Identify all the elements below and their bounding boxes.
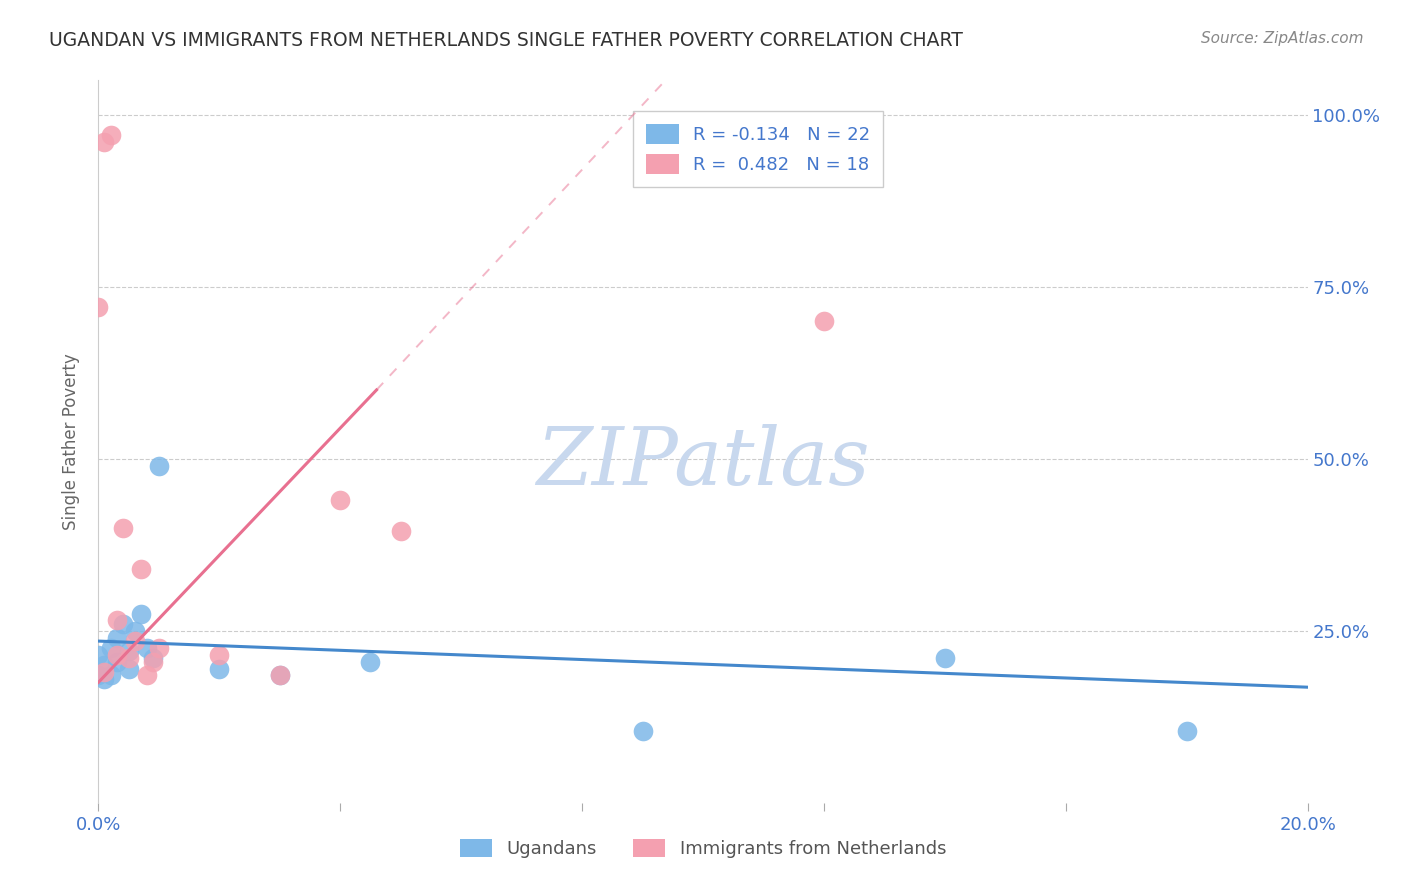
Point bbox=[208, 648, 231, 662]
Point bbox=[100, 128, 122, 143]
Point bbox=[129, 607, 152, 621]
Point bbox=[360, 655, 382, 669]
Point bbox=[208, 662, 231, 676]
Point bbox=[105, 655, 128, 669]
Text: ZIPatlas: ZIPatlas bbox=[536, 425, 870, 502]
Point bbox=[105, 614, 128, 628]
Point bbox=[389, 524, 412, 538]
Point bbox=[111, 520, 134, 534]
Point bbox=[118, 662, 141, 676]
Point bbox=[129, 562, 152, 576]
Point bbox=[93, 135, 115, 149]
Point bbox=[1175, 723, 1198, 738]
Point bbox=[135, 668, 157, 682]
Point bbox=[93, 672, 115, 686]
Point bbox=[631, 723, 654, 738]
Point bbox=[269, 668, 291, 682]
Legend: Ugandans, Immigrants from Netherlands: Ugandans, Immigrants from Netherlands bbox=[453, 831, 953, 865]
Point bbox=[934, 651, 956, 665]
Point bbox=[105, 631, 128, 645]
Point bbox=[105, 648, 128, 662]
Point bbox=[87, 668, 110, 682]
Point bbox=[100, 640, 122, 655]
Point bbox=[87, 301, 110, 315]
Point bbox=[93, 658, 115, 673]
Point bbox=[93, 665, 115, 679]
Legend: R = -0.134   N = 22, R =  0.482   N = 18: R = -0.134 N = 22, R = 0.482 N = 18 bbox=[634, 111, 883, 187]
Point bbox=[329, 493, 352, 508]
Point bbox=[111, 616, 134, 631]
Point bbox=[124, 624, 146, 638]
Text: Source: ZipAtlas.com: Source: ZipAtlas.com bbox=[1201, 31, 1364, 46]
Point bbox=[135, 640, 157, 655]
Point bbox=[142, 651, 165, 665]
Point bbox=[142, 655, 165, 669]
Y-axis label: Single Father Poverty: Single Father Poverty bbox=[62, 353, 80, 530]
Point bbox=[813, 314, 835, 328]
Point bbox=[118, 651, 141, 665]
Point bbox=[124, 634, 146, 648]
Point bbox=[148, 458, 170, 473]
Point bbox=[269, 668, 291, 682]
Point bbox=[118, 644, 141, 658]
Text: UGANDAN VS IMMIGRANTS FROM NETHERLANDS SINGLE FATHER POVERTY CORRELATION CHART: UGANDAN VS IMMIGRANTS FROM NETHERLANDS S… bbox=[49, 31, 963, 50]
Point bbox=[100, 668, 122, 682]
Point bbox=[87, 648, 110, 662]
Point bbox=[148, 640, 170, 655]
